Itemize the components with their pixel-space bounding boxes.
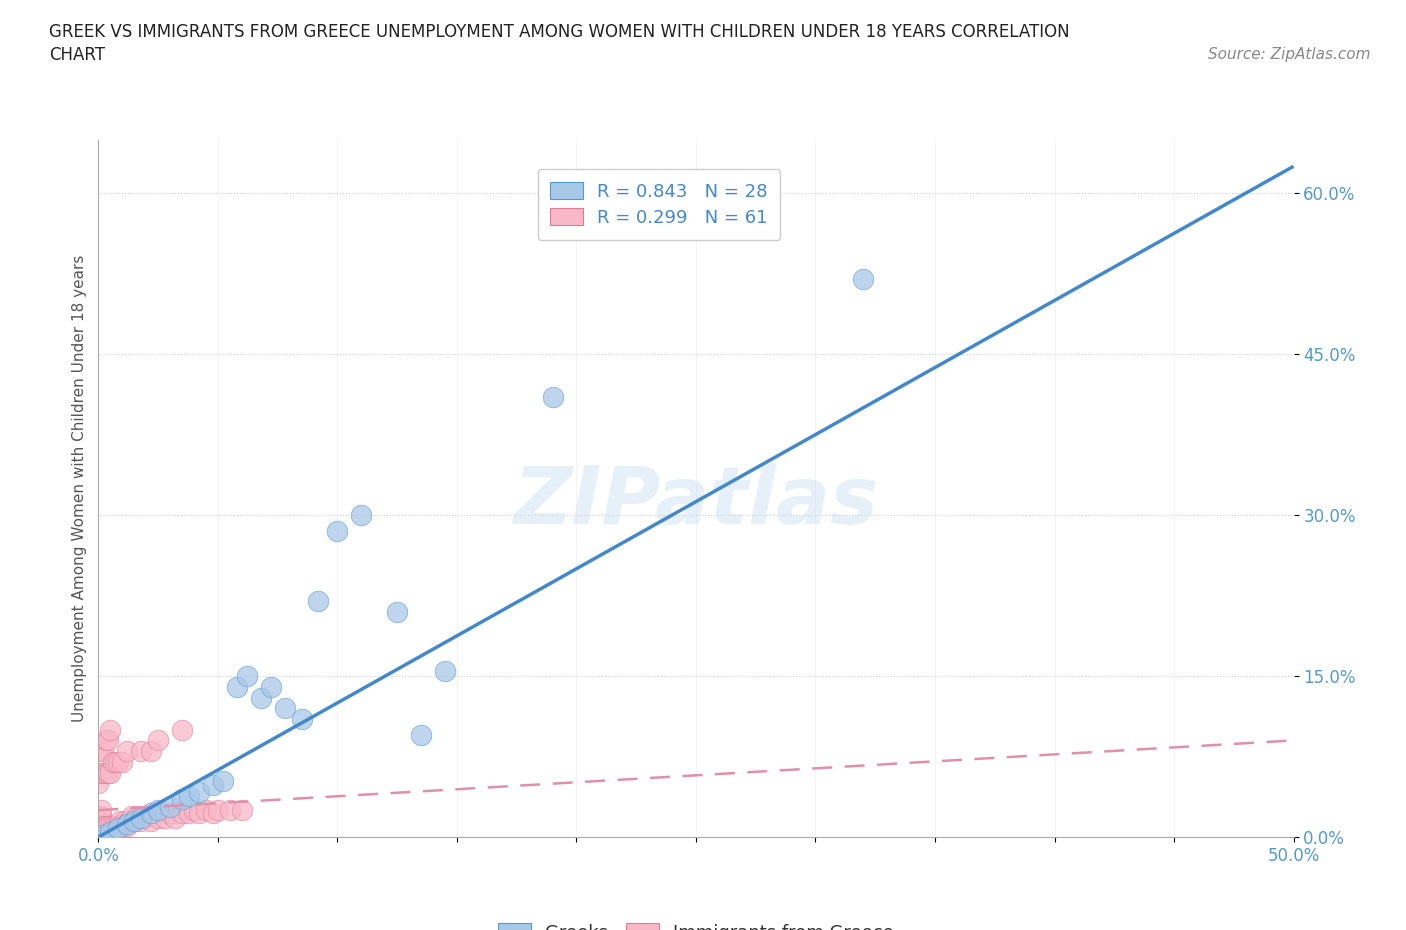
Point <box>139 814 162 829</box>
Point <box>87 824 110 839</box>
Point <box>115 817 138 831</box>
Point <box>250 690 273 705</box>
Point <box>131 810 153 825</box>
Point <box>97 733 120 748</box>
Point <box>307 593 329 608</box>
Point <box>107 821 129 836</box>
Point <box>87 765 110 780</box>
Point <box>87 818 110 833</box>
Point <box>90 814 112 829</box>
Point <box>139 744 162 759</box>
Point <box>111 754 134 769</box>
Point <box>139 806 162 821</box>
Point <box>350 508 373 523</box>
Point <box>179 789 201 804</box>
Point <box>121 808 143 823</box>
Point <box>91 744 114 759</box>
Point <box>104 818 127 833</box>
Point <box>202 778 225 793</box>
Point <box>172 792 194 807</box>
Point <box>101 818 124 833</box>
Text: Source: ZipAtlas.com: Source: ZipAtlas.com <box>1208 46 1371 61</box>
Point <box>98 824 122 839</box>
Point <box>101 754 124 769</box>
Point <box>172 806 194 821</box>
Point <box>114 814 136 829</box>
Point <box>172 723 194 737</box>
Point <box>433 663 456 678</box>
Point <box>107 754 129 769</box>
Point <box>107 818 129 833</box>
Point <box>90 818 112 833</box>
Point <box>87 776 110 790</box>
Text: GREEK VS IMMIGRANTS FROM GREECE UNEMPLOYMENT AMONG WOMEN WITH CHILDREN UNDER 18 : GREEK VS IMMIGRANTS FROM GREECE UNEMPLOY… <box>49 23 1070 41</box>
Point <box>87 814 110 829</box>
Point <box>98 765 122 780</box>
Y-axis label: Unemployment Among Women with Children Under 18 years: Unemployment Among Women with Children U… <box>72 255 87 722</box>
Point <box>131 814 153 829</box>
Point <box>90 803 112 817</box>
Point <box>135 808 157 823</box>
Point <box>219 803 242 817</box>
Point <box>235 669 257 684</box>
Point <box>98 818 122 833</box>
Point <box>231 803 253 817</box>
Point <box>104 754 127 769</box>
Point <box>194 803 217 817</box>
Point <box>111 818 134 833</box>
Point <box>226 679 249 694</box>
Point <box>202 806 225 821</box>
Point <box>115 744 138 759</box>
Point <box>131 744 153 759</box>
Point <box>124 814 146 829</box>
Point <box>125 808 148 823</box>
Point <box>91 824 114 839</box>
Point <box>108 814 131 829</box>
Point <box>94 818 117 833</box>
Point <box>94 765 117 780</box>
Point <box>148 733 170 748</box>
Point <box>148 803 170 817</box>
Point <box>207 803 229 817</box>
Point <box>187 785 209 800</box>
Point <box>148 810 170 825</box>
Point <box>163 810 186 825</box>
Point <box>159 800 181 815</box>
Point <box>541 390 564 405</box>
Point <box>211 774 233 789</box>
Point <box>87 808 110 823</box>
Text: ZIPatlas: ZIPatlas <box>513 463 879 541</box>
Point <box>91 828 114 843</box>
Point <box>290 711 312 726</box>
Point <box>385 604 409 619</box>
Point <box>91 818 114 833</box>
Point <box>97 765 120 780</box>
Point <box>411 727 433 742</box>
Point <box>97 818 120 833</box>
Point <box>187 806 209 821</box>
Point <box>259 679 281 694</box>
Point <box>94 733 117 748</box>
Point <box>118 814 141 829</box>
Point <box>274 701 297 716</box>
Point <box>179 806 201 821</box>
Legend: Greeks, Immigrants from Greece: Greeks, Immigrants from Greece <box>491 916 901 930</box>
Point <box>852 272 875 286</box>
Point <box>87 744 110 759</box>
Point <box>98 723 122 737</box>
Point <box>115 818 138 833</box>
Point <box>90 824 112 839</box>
Point <box>91 765 114 780</box>
Point <box>159 806 181 821</box>
Point <box>124 814 146 829</box>
Point <box>90 808 112 823</box>
Point <box>326 524 349 538</box>
Point <box>155 810 177 825</box>
Text: CHART: CHART <box>49 46 105 64</box>
Point <box>183 803 205 817</box>
